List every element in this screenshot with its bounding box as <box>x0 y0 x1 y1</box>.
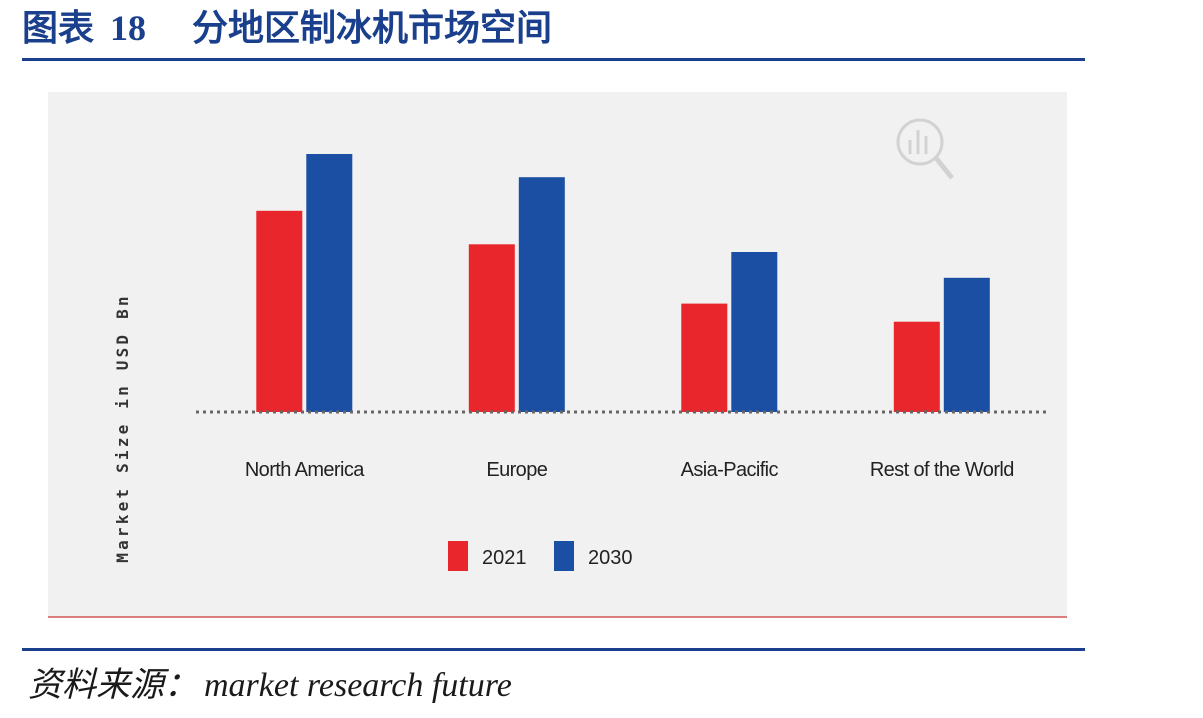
figure-label: 图表 <box>22 8 95 48</box>
legend-item-2021: 2021 <box>448 541 527 571</box>
legend-label: 2021 <box>482 547 527 569</box>
bar-2030-north-america <box>306 154 353 412</box>
category-label: Rest of the World <box>870 459 1014 481</box>
plot-area <box>196 154 1048 414</box>
bar-2021-europe <box>468 244 515 412</box>
bar-2021-rest-of-the-world <box>893 321 940 412</box>
source-text: market research future <box>204 667 512 704</box>
category-label: Europe <box>486 459 547 481</box>
y-axis-label: Market Size in USD Bn <box>113 293 132 563</box>
bar-2030-europe <box>518 177 565 412</box>
category-label: Asia-Pacific <box>681 459 779 481</box>
figure-number: 18 <box>110 8 147 48</box>
legend-label: 2030 <box>588 547 633 569</box>
source-note: 资料来源： market research future <box>28 664 512 708</box>
bar-chart: Market Size in USD Bn North America Europ… <box>113 118 1048 571</box>
figure-title: 分地区制冰机市场空间 <box>192 8 553 48</box>
bar-2021-north-america <box>256 210 303 412</box>
category-label: North America <box>245 459 365 481</box>
legend-item-2030: 2030 <box>554 541 633 571</box>
bar-2021-asia-pacific <box>681 303 728 412</box>
legend-swatch <box>448 541 468 571</box>
legend-swatch <box>554 541 574 571</box>
figure-header: 图表 18 分地区制冰机市场空间 <box>22 4 1102 54</box>
category-labels: North America Europe Asia-Pacific Rest of t… <box>245 459 1015 481</box>
header-rule <box>22 58 1085 61</box>
chart-panel: Market Size in USD Bn North America Europ… <box>48 92 1067 618</box>
legend: 2021 2030 <box>448 541 633 571</box>
source-label: 资料来源： <box>28 667 198 704</box>
watermark-logo-icon <box>896 118 954 180</box>
bar-2030-rest-of-the-world <box>943 277 990 412</box>
footer-rule <box>22 648 1085 651</box>
bar-2030-asia-pacific <box>731 252 778 412</box>
